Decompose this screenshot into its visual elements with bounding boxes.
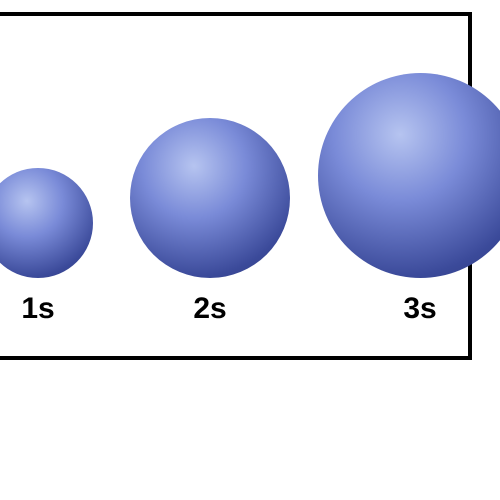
sphere-1s bbox=[0, 168, 93, 278]
letterbox-bottom bbox=[0, 368, 500, 500]
sphere-3s bbox=[318, 73, 500, 278]
orbital-label-3s: 3s bbox=[403, 292, 436, 326]
orbital-1s: 1s bbox=[0, 168, 93, 326]
orbital-3s: 3s bbox=[318, 73, 500, 326]
orbital-label-2s: 2s bbox=[193, 292, 226, 326]
orbital-label-1s: 1s bbox=[21, 292, 54, 326]
orbital-2s: 2s bbox=[130, 118, 290, 326]
sphere-2s bbox=[130, 118, 290, 278]
